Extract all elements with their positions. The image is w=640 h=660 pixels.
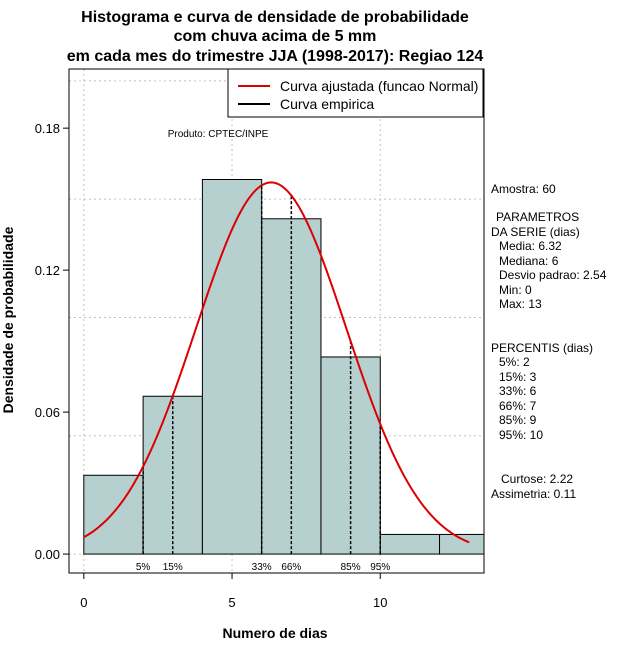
x-tick-label-1: 5 bbox=[228, 595, 235, 610]
y-axis: 0.00 0.06 0.12 0.18 bbox=[35, 121, 69, 562]
percentiles-title: PERCENTIS (dias) bbox=[491, 341, 593, 355]
percentile-label-1: 15% bbox=[163, 562, 183, 573]
histogram-bar-6 bbox=[439, 533, 485, 555]
percentile-label-5: 95% bbox=[370, 562, 390, 573]
percentile-label-2: 33% bbox=[252, 562, 272, 573]
y-tick-label-1: 0.06 bbox=[35, 405, 60, 420]
y-tick-label-3: 0.18 bbox=[35, 121, 60, 136]
x-tick-label-2: 10 bbox=[373, 595, 387, 610]
sample-size: Amostra: 60 bbox=[491, 182, 556, 196]
pct-85: 85%: 9 bbox=[499, 413, 537, 427]
y-tick-label-2: 0.12 bbox=[35, 263, 60, 278]
x-tick-label-0: 0 bbox=[80, 595, 87, 610]
x-axis: 0 5 10 bbox=[80, 572, 387, 610]
param-max: Max: 13 bbox=[499, 297, 542, 311]
normal-curve-line bbox=[83, 181, 470, 544]
chart-title: Histograma e curva de densidade de proba… bbox=[67, 9, 484, 65]
histogram-bar-2 bbox=[201, 179, 263, 555]
title-line-1: Histograma e curva de densidade de proba… bbox=[81, 9, 469, 26]
kurtosis: Curtose: 2.22 bbox=[501, 472, 573, 486]
legend: Curva ajustada (funcao Normal) Curva emp… bbox=[227, 68, 484, 118]
percentile-label-0: 5% bbox=[136, 562, 151, 573]
product-annotation: Produto: CPTEC/INPE bbox=[168, 129, 269, 140]
param-median: Mediana: 6 bbox=[499, 254, 559, 268]
percentile-label-4: 85% bbox=[341, 562, 361, 573]
pct-95: 95%: 10 bbox=[499, 428, 543, 442]
y-tick-label-0: 0.00 bbox=[35, 547, 60, 562]
y-axis-label: Densidade de probabilidade bbox=[0, 226, 16, 413]
normal-curve bbox=[83, 181, 470, 544]
param-min: Min: 0 bbox=[499, 283, 532, 297]
param-stddev: Desvio padrao: 2.54 bbox=[499, 268, 607, 282]
parameters-title: PARAMETROS bbox=[496, 210, 579, 224]
pct-15: 15%: 3 bbox=[499, 370, 537, 384]
legend-label-fitted: Curva ajustada (funcao Normal) bbox=[280, 78, 478, 94]
histogram-bar-5 bbox=[379, 533, 441, 555]
percentile-label-3: 66% bbox=[281, 562, 301, 573]
skewness: Assimetria: 0.11 bbox=[491, 487, 576, 501]
percentile-markers: 5% 15% 33% 66% 85% 95% bbox=[136, 185, 390, 573]
title-line-3: em cada mes do trimestre JJA (1998-2017)… bbox=[67, 48, 484, 65]
param-mean: Media: 6.32 bbox=[499, 239, 562, 253]
parameters-subtitle: DA SERIE (dias) bbox=[491, 225, 580, 239]
pct-66: 66%: 7 bbox=[499, 399, 537, 413]
statistics-panel: Amostra: 60 PARAMETROS DA SERIE (dias) M… bbox=[491, 182, 607, 501]
histogram-bar-0 bbox=[83, 474, 144, 555]
legend-box bbox=[227, 68, 484, 118]
pct-5: 5%: 2 bbox=[499, 355, 530, 369]
histogram-bar-1 bbox=[142, 395, 203, 555]
pct-33: 33%: 6 bbox=[499, 384, 537, 398]
title-line-2: com chuva acima de 5 mm bbox=[174, 28, 377, 45]
legend-label-empirical: Curva empirica bbox=[280, 96, 374, 112]
x-axis-label: Numero de dias bbox=[222, 625, 327, 641]
